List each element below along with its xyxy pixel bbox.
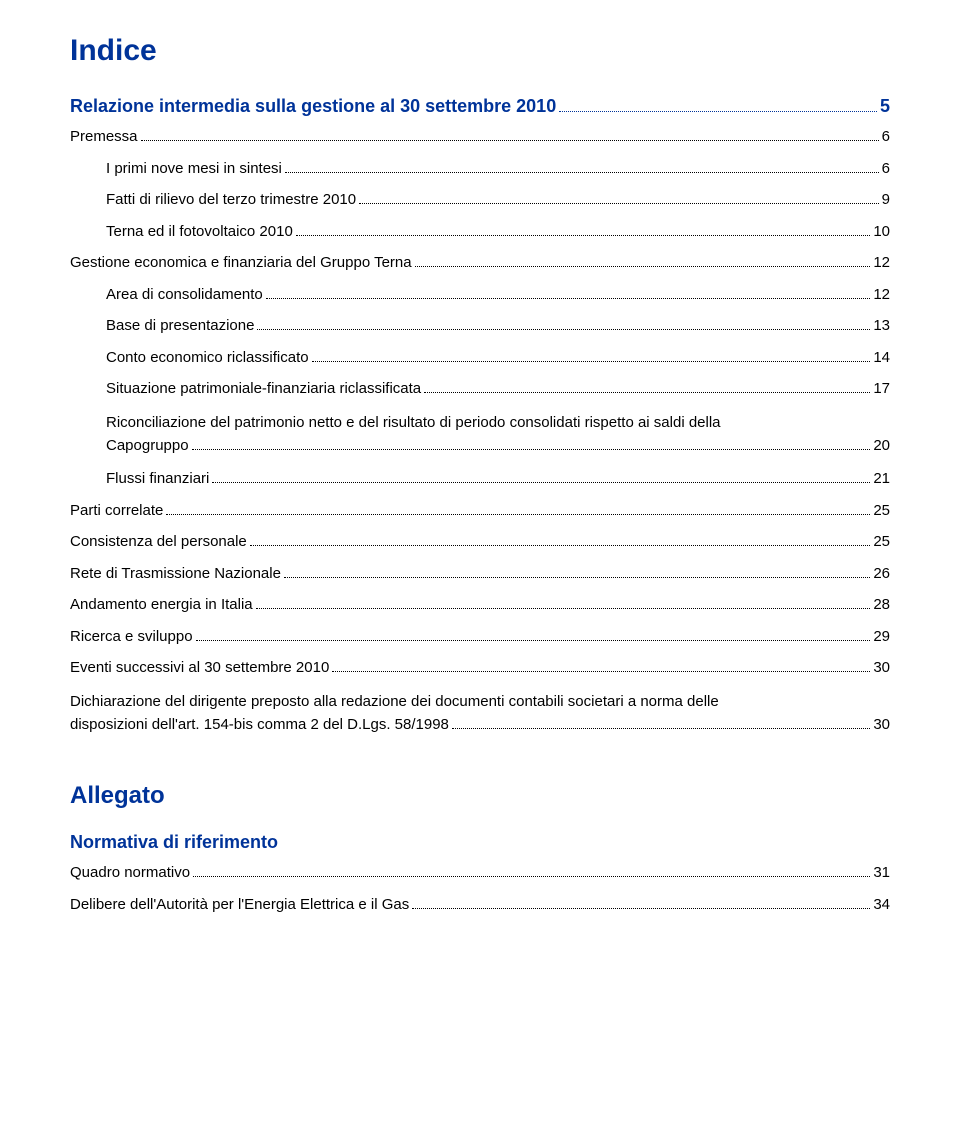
- page: Indice Relazione intermedia sulla gestio…: [0, 0, 960, 1146]
- toc-label: Riconciliazione del patrimonio netto e d…: [106, 411, 890, 434]
- toc-dots: [332, 660, 870, 672]
- toc-dots: [266, 287, 871, 299]
- toc-dots: [412, 897, 870, 909]
- toc-label: Ricerca e sviluppo: [70, 627, 193, 647]
- toc-row[interactable]: Gestione economica e finanziaria del Gru…: [70, 253, 890, 273]
- toc-row[interactable]: Base di presentazione 13: [70, 316, 890, 336]
- toc-dots: [193, 865, 870, 877]
- toc-label: Gestione economica e finanziaria del Gru…: [70, 253, 412, 273]
- toc-page: 17: [873, 379, 890, 399]
- toc-label: Base di presentazione: [106, 316, 254, 336]
- toc-row[interactable]: Delibere dell'Autorità per l'Energia Ele…: [70, 895, 890, 915]
- toc-row[interactable]: Premessa 6: [70, 127, 890, 147]
- toc-page: 12: [873, 285, 890, 305]
- toc-page: 29: [873, 627, 890, 647]
- toc-row[interactable]: Consistenza del personale 25: [70, 532, 890, 552]
- toc-label: Premessa: [70, 127, 138, 147]
- toc-row[interactable]: Parti correlate 25: [70, 501, 890, 521]
- toc-page: 26: [873, 564, 890, 584]
- toc-page: 10: [873, 222, 890, 242]
- toc-dots: [285, 161, 879, 173]
- toc-section-heading-text: Relazione intermedia sulla gestione al 3…: [70, 96, 556, 117]
- toc-page: 34: [873, 895, 890, 915]
- toc-page: 21: [873, 469, 890, 489]
- toc-label: Rete di Trasmissione Nazionale: [70, 564, 281, 584]
- toc-dots: [424, 381, 870, 393]
- toc-page: 31: [873, 863, 890, 883]
- toc-page: 25: [873, 532, 890, 552]
- toc-dots: [250, 534, 871, 546]
- toc-row[interactable]: Riconciliazione del patrimonio netto e d…: [70, 411, 890, 458]
- toc-section-heading[interactable]: Normativa di riferimento: [70, 832, 890, 853]
- toc-label: Parti correlate: [70, 501, 163, 521]
- toc-page: 9: [882, 190, 890, 210]
- toc-page: 30: [873, 713, 890, 736]
- toc-row[interactable]: Dichiarazione del dirigente preposto all…: [70, 690, 890, 737]
- toc-page: 14: [873, 348, 890, 368]
- toc-label: Consistenza del personale: [70, 532, 247, 552]
- toc-dots: [166, 503, 870, 515]
- toc-label: Andamento energia in Italia: [70, 595, 253, 615]
- toc-dots: [256, 597, 871, 609]
- toc-dots: [452, 717, 870, 729]
- toc-label: Dichiarazione del dirigente preposto all…: [70, 690, 890, 713]
- toc-row[interactable]: Conto economico riclassificato 14: [70, 348, 890, 368]
- toc-row[interactable]: Quadro normativo 31: [70, 863, 890, 883]
- toc-dots: [415, 255, 871, 267]
- toc-row[interactable]: Fatti di rilievo del terzo trimestre 201…: [70, 190, 890, 210]
- allegato-heading: Allegato: [70, 782, 890, 810]
- toc-section-heading[interactable]: Relazione intermedia sulla gestione al 3…: [70, 96, 890, 117]
- toc-section-heading-page: 5: [880, 96, 890, 117]
- toc-page: 20: [873, 434, 890, 457]
- toc-dots: [312, 350, 871, 362]
- toc-dots: [257, 318, 870, 330]
- toc-label: Fatti di rilievo del terzo trimestre 201…: [106, 190, 356, 210]
- toc-row[interactable]: I primi nove mesi in sintesi 6: [70, 159, 890, 179]
- toc-dots: [296, 224, 871, 236]
- toc-dots: [359, 192, 879, 204]
- toc-page: 6: [882, 159, 890, 179]
- toc-row[interactable]: Situazione patrimoniale-finanziaria ricl…: [70, 379, 890, 399]
- toc-row[interactable]: Flussi finanziari 21: [70, 469, 890, 489]
- toc-label: Flussi finanziari: [106, 469, 209, 489]
- toc-dots: [284, 566, 870, 578]
- toc-dots: [141, 129, 879, 141]
- toc-label: Area di consolidamento: [106, 285, 263, 305]
- toc-row[interactable]: Andamento energia in Italia 28: [70, 595, 890, 615]
- toc-dots: [559, 98, 877, 112]
- toc-row[interactable]: Eventi successivi al 30 settembre 2010 3…: [70, 658, 890, 678]
- page-title: Indice: [70, 34, 890, 68]
- toc-label: I primi nove mesi in sintesi: [106, 159, 282, 179]
- toc-label: Eventi successivi al 30 settembre 2010: [70, 658, 329, 678]
- toc-label: Terna ed il fotovoltaico 2010: [106, 222, 293, 242]
- toc-page: 25: [873, 501, 890, 521]
- toc-dots: [196, 629, 871, 641]
- toc-label: Situazione patrimoniale-finanziaria ricl…: [106, 379, 421, 399]
- toc-page: 13: [873, 316, 890, 336]
- toc-label: Quadro normativo: [70, 863, 190, 883]
- toc-page: 6: [882, 127, 890, 147]
- toc-label: Delibere dell'Autorità per l'Energia Ele…: [70, 895, 409, 915]
- toc-row[interactable]: Ricerca e sviluppo 29: [70, 627, 890, 647]
- toc-dots: [212, 471, 870, 483]
- toc-dots: [192, 438, 871, 450]
- toc-row[interactable]: Terna ed il fotovoltaico 2010 10: [70, 222, 890, 242]
- toc-row[interactable]: Area di consolidamento 12: [70, 285, 890, 305]
- toc-section-heading-text: Normativa di riferimento: [70, 832, 278, 852]
- toc-page: 30: [873, 658, 890, 678]
- toc-page: 28: [873, 595, 890, 615]
- toc-page: 12: [873, 253, 890, 273]
- toc-label: disposizioni dell'art. 154-bis comma 2 d…: [70, 713, 449, 736]
- toc-label: Conto economico riclassificato: [106, 348, 309, 368]
- toc-row[interactable]: Rete di Trasmissione Nazionale 26: [70, 564, 890, 584]
- toc-label: Capogruppo: [106, 434, 189, 457]
